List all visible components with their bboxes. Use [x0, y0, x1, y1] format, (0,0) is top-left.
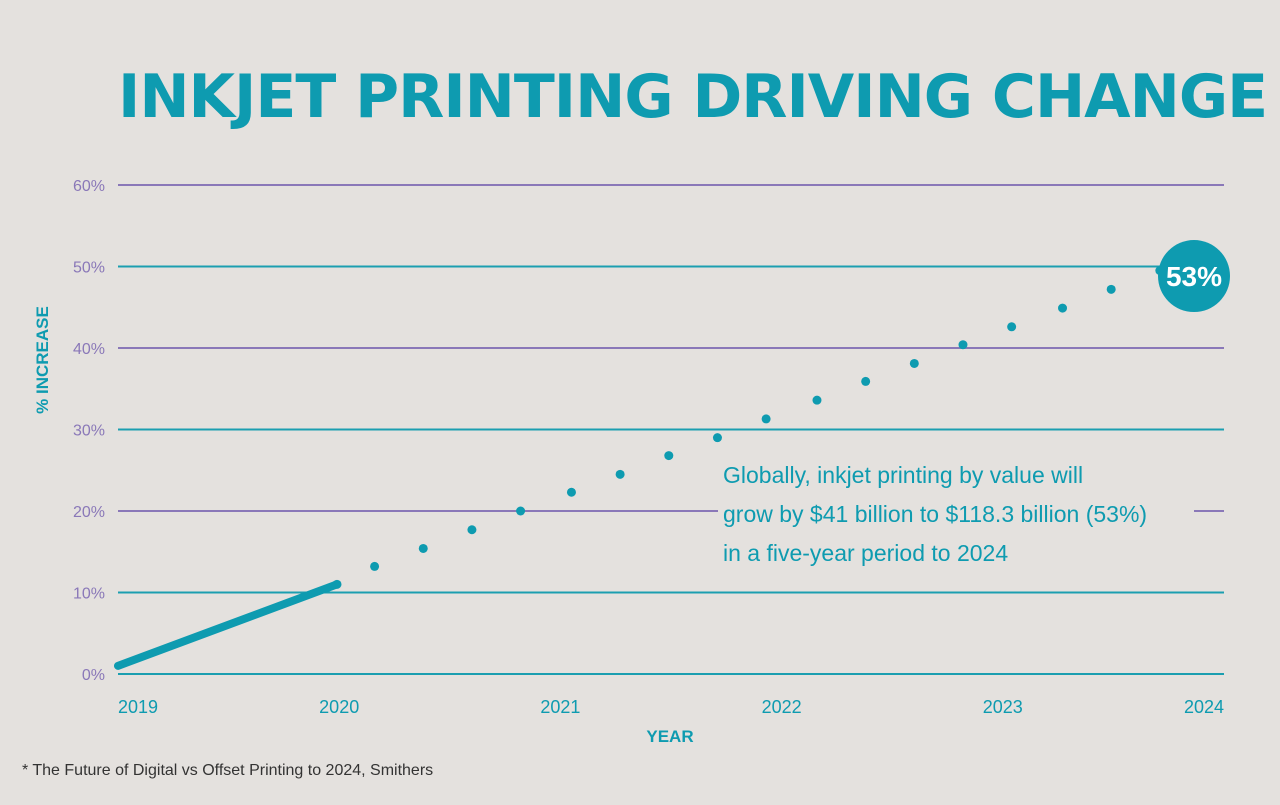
y-tick-label: 20%: [73, 504, 105, 521]
y-tick-label: 10%: [73, 586, 105, 603]
y-tick-label: 40%: [73, 341, 105, 358]
highlight-label: 53%: [1166, 261, 1222, 292]
projection-point: [1058, 303, 1068, 313]
projection-point: [664, 451, 674, 461]
projection-point: [1007, 322, 1017, 332]
annotation-line: in a five-year period to 2024: [723, 540, 1008, 566]
y-tick-label: 0%: [82, 667, 105, 684]
highlight-circle: [1158, 240, 1230, 313]
y-axis-label: % INCREASE: [33, 306, 52, 414]
x-axis-label: YEAR: [646, 727, 693, 746]
projection-point: [370, 561, 380, 571]
y-tick-label: 50%: [73, 260, 105, 277]
projection-point: [761, 414, 771, 424]
projection-point: [958, 340, 968, 350]
projection-point: [712, 433, 722, 443]
gridlines: [118, 184, 1224, 675]
x-tick-label: 2023: [983, 697, 1023, 717]
annotation-background: [718, 455, 1194, 569]
highlight-badge: 53%: [1158, 240, 1230, 313]
y-tick-label: 60%: [73, 178, 105, 195]
projection-point: [615, 469, 625, 479]
trend-line: [114, 580, 341, 670]
annotation: Globally, inkjet printing by value will g…: [718, 455, 1194, 569]
projection-point: [1106, 284, 1116, 294]
projection-point: [418, 543, 428, 553]
source-footnote: * The Future of Digital vs Offset Printi…: [22, 762, 434, 779]
chart-title: INKJET PRINTING DRIVING CHANGE: [118, 62, 1268, 132]
projection-point: [467, 525, 477, 535]
projection-point: [516, 506, 526, 516]
annotation-line: Globally, inkjet printing by value will: [723, 462, 1083, 488]
series-layer: [114, 266, 1165, 670]
projection-point: [812, 395, 822, 405]
x-tick-label: 2019: [118, 697, 158, 717]
projection-point: [909, 358, 919, 368]
x-tick-label: 2024: [1184, 697, 1224, 717]
x-tick-labels: 2019 2020 2021 2022 2023 2024: [118, 697, 1224, 717]
projection-point: [861, 376, 871, 386]
x-tick-label: 2020: [319, 697, 359, 717]
x-tick-label: 2021: [540, 697, 580, 717]
x-tick-label: 2022: [762, 697, 802, 717]
projection-point: [566, 487, 576, 497]
y-tick-labels: 0% 10% 20% 30% 40% 50% 60%: [73, 178, 105, 684]
projection-point: [332, 579, 342, 589]
y-tick-label: 30%: [73, 423, 105, 440]
annotation-line: grow by $41 billion to $118.3 billion (5…: [723, 501, 1147, 527]
